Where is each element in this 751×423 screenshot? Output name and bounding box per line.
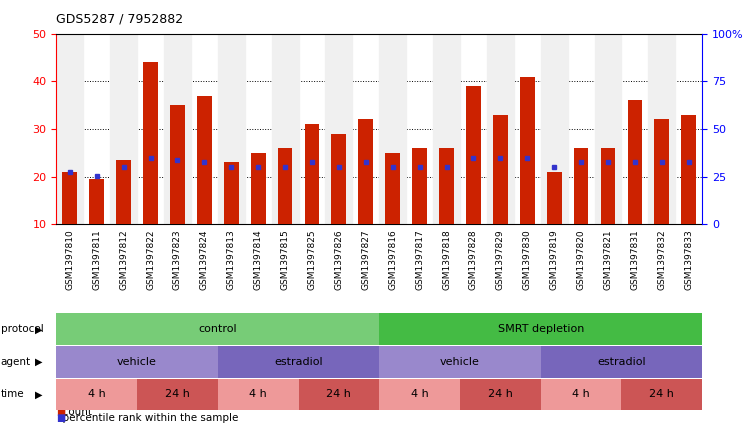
Bar [143, 62, 158, 224]
Text: ■: ■ [56, 413, 65, 423]
Bar [56, 34, 83, 224]
Bar [197, 96, 212, 224]
Bar [648, 34, 675, 224]
Bar [433, 34, 460, 224]
Bar [385, 153, 400, 224]
Text: 4 h: 4 h [249, 390, 267, 399]
Bar [272, 34, 299, 224]
Text: 4 h: 4 h [572, 390, 590, 399]
Bar [116, 160, 131, 224]
Text: vehicle: vehicle [117, 357, 157, 367]
Bar [487, 34, 514, 224]
Bar [595, 34, 622, 224]
Bar [541, 34, 568, 224]
Bar [331, 134, 346, 224]
Bar [628, 101, 642, 224]
Bar [493, 115, 508, 224]
Bar [278, 148, 292, 224]
Bar [89, 179, 104, 224]
Text: ▶: ▶ [35, 390, 43, 399]
Bar [358, 119, 373, 224]
Bar [325, 34, 352, 224]
Bar [547, 172, 562, 224]
Text: protocol: protocol [1, 324, 44, 334]
Bar [439, 148, 454, 224]
Text: 24 h: 24 h [165, 390, 190, 399]
Text: 24 h: 24 h [488, 390, 513, 399]
Text: SMRT depletion: SMRT depletion [497, 324, 584, 334]
Bar [654, 119, 669, 224]
Text: 24 h: 24 h [650, 390, 674, 399]
Bar [170, 105, 185, 224]
Bar [164, 34, 191, 224]
Text: count: count [56, 407, 92, 417]
Text: control: control [198, 324, 237, 334]
Bar [379, 34, 406, 224]
Bar [681, 115, 696, 224]
Bar [110, 34, 137, 224]
Text: estradiol: estradiol [274, 357, 323, 367]
Text: GDS5287 / 7952882: GDS5287 / 7952882 [56, 13, 183, 26]
Text: percentile rank within the sample: percentile rank within the sample [56, 413, 239, 423]
Bar [305, 124, 319, 224]
Text: estradiol: estradiol [597, 357, 646, 367]
Bar [574, 148, 589, 224]
Text: ▶: ▶ [35, 324, 43, 334]
Text: ■: ■ [56, 407, 65, 417]
Text: 24 h: 24 h [327, 390, 351, 399]
Text: 4 h: 4 h [88, 390, 106, 399]
Bar [601, 148, 615, 224]
Bar [218, 34, 245, 224]
Text: time: time [1, 390, 24, 399]
Bar [62, 172, 77, 224]
Text: vehicle: vehicle [440, 357, 480, 367]
Text: 4 h: 4 h [411, 390, 429, 399]
Text: agent: agent [1, 357, 31, 367]
Bar [412, 148, 427, 224]
Bar [224, 162, 239, 224]
Text: ▶: ▶ [35, 357, 43, 367]
Bar [466, 86, 481, 224]
Bar [520, 77, 535, 224]
Bar [251, 153, 266, 224]
